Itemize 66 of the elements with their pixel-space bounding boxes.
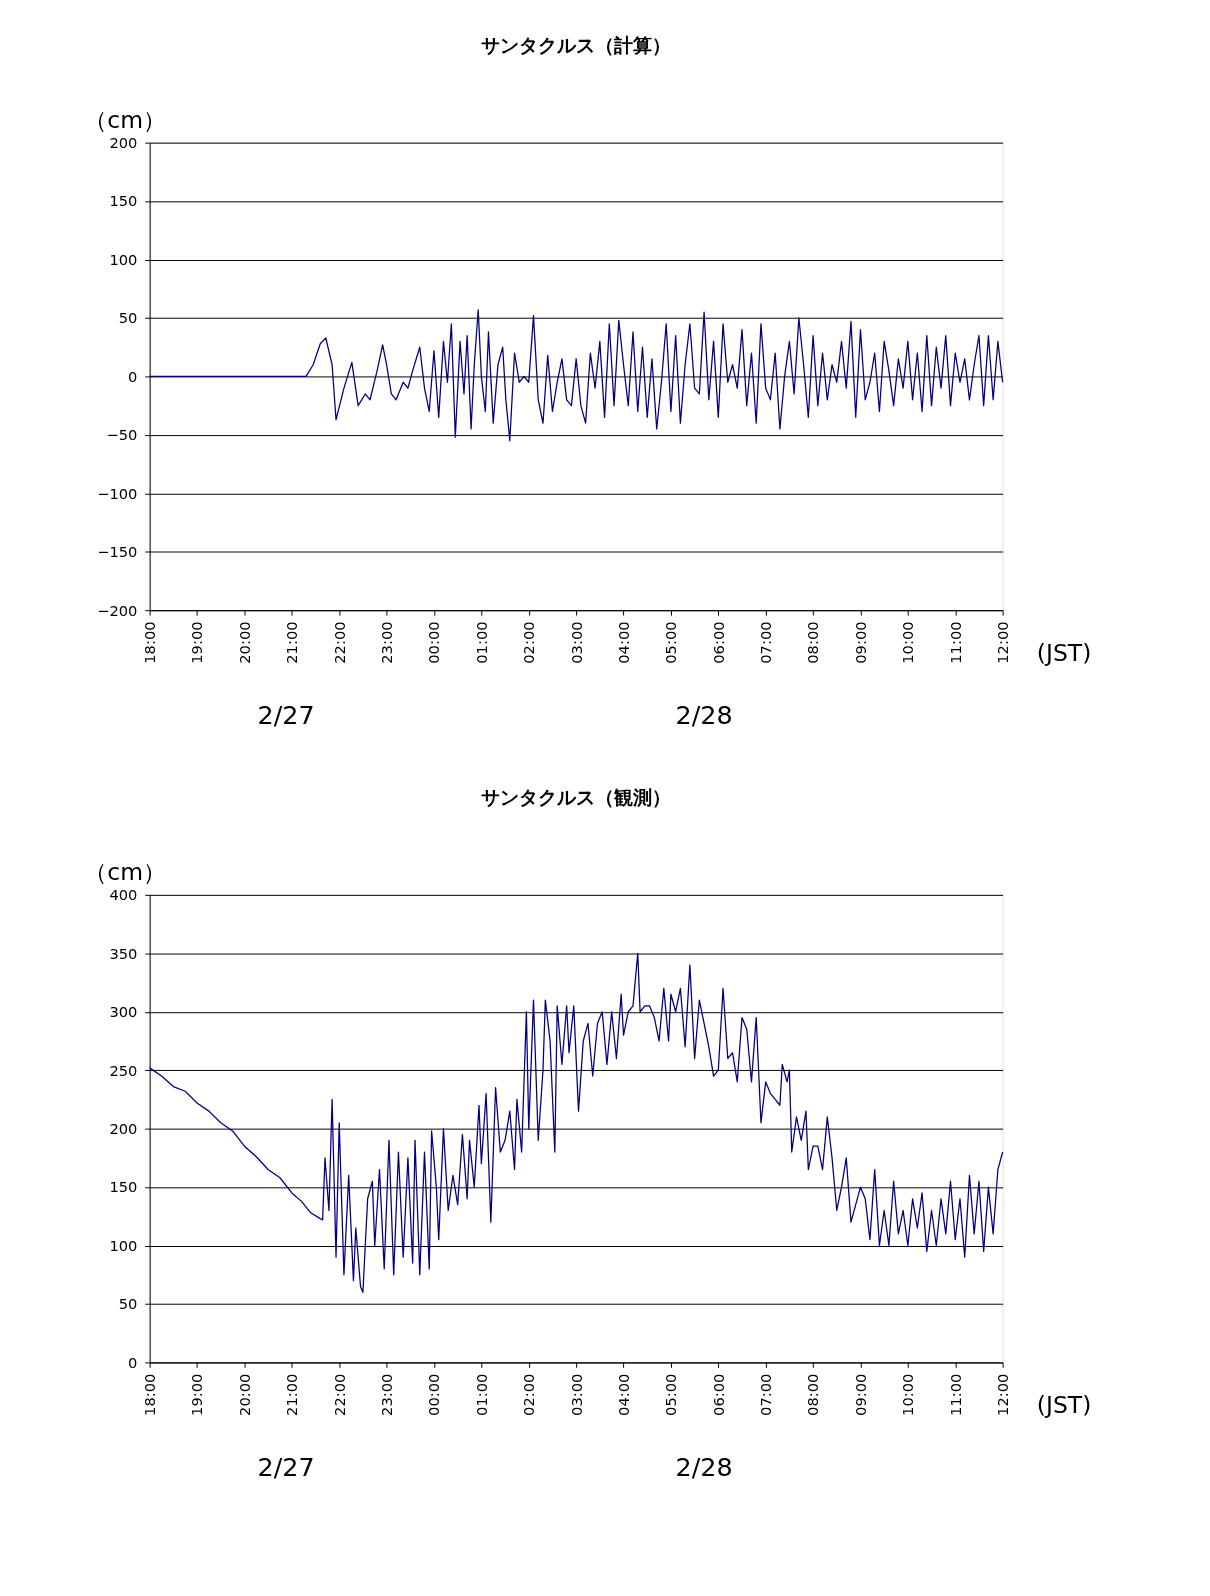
y-tick-label: 100 — [109, 1236, 138, 1254]
y-tick-label: 350 — [109, 944, 138, 962]
x-tick-label: 00:00 — [425, 1373, 443, 1416]
y-tick-label: 300 — [109, 1003, 138, 1021]
y-tick-label: 250 — [109, 1061, 138, 1079]
x-tick-label: 06:00 — [709, 621, 727, 664]
x-axis-title: (JST) — [1036, 1391, 1092, 1420]
y-tick-label: 50 — [118, 309, 138, 327]
x-tick-label: 10:00 — [899, 1373, 917, 1416]
x-tick-label: 09:00 — [851, 1373, 869, 1416]
x-tick-label: 00:00 — [425, 621, 443, 664]
x-tick-label: 11:00 — [946, 1373, 964, 1416]
y-tick-label: −200 — [97, 601, 138, 619]
x-tick-label: 11:00 — [946, 621, 964, 664]
x-tick-label: 01:00 — [472, 1373, 490, 1416]
y-tick-label: 200 — [109, 1120, 138, 1138]
x-tick-label: 22:00 — [330, 621, 348, 664]
y-tick-label: −100 — [97, 484, 138, 502]
chart-title: サンタクルス（計算） — [481, 34, 672, 56]
y-tick-label: 50 — [118, 1295, 138, 1313]
x-tick-label: 03:00 — [567, 1373, 585, 1416]
chart-title: サンタクルス（観測） — [481, 786, 672, 808]
y-tick-label: −150 — [97, 543, 138, 561]
x-tick-label: 09:00 — [851, 621, 869, 664]
x-tick-label: 19:00 — [188, 621, 206, 664]
x-tick-label: 12:00 — [994, 1373, 1012, 1416]
x-tick-label: 18:00 — [141, 1373, 159, 1416]
y-axis-title: （cm） — [84, 105, 167, 134]
x-tick-label: 12:00 — [994, 621, 1012, 664]
x-tick-label: 23:00 — [377, 1373, 395, 1416]
x-tick-label: 06:00 — [709, 1373, 727, 1416]
x-tick-label: 22:00 — [330, 1373, 348, 1416]
y-tick-label: −50 — [106, 426, 138, 444]
y-tick-label: 150 — [109, 1178, 138, 1196]
x-tick-label: 05:00 — [662, 1373, 680, 1416]
x-tick-label: 23:00 — [377, 621, 395, 664]
y-tick-label: 0 — [128, 367, 138, 385]
x-tick-label: 10:00 — [899, 621, 917, 664]
x-tick-label: 21:00 — [283, 1373, 301, 1416]
y-tick-label: 100 — [109, 250, 138, 268]
x-tick-label: 18:00 — [141, 621, 159, 664]
x-tick-label: 01:00 — [472, 621, 490, 664]
text: 2/27 — [257, 699, 315, 730]
y-tick-label: 400 — [109, 886, 138, 904]
text: 2/27 — [257, 1451, 315, 1482]
x-tick-label: 04:00 — [614, 1373, 632, 1416]
x-tick-label: 05:00 — [662, 621, 680, 664]
text: 2/28 — [675, 1451, 733, 1482]
x-tick-label: 19:00 — [188, 1373, 206, 1416]
x-tick-label: 20:00 — [235, 1373, 253, 1416]
y-axis-title: （cm） — [84, 858, 167, 887]
y-tick-label: 150 — [109, 192, 138, 210]
x-tick-label: 07:00 — [757, 621, 775, 664]
x-tick-label: 04:00 — [614, 621, 632, 664]
x-tick-label: 21:00 — [283, 621, 301, 664]
x-tick-label: 02:00 — [520, 1373, 538, 1416]
x-tick-label: 08:00 — [804, 621, 822, 664]
x-tick-label: 07:00 — [757, 1373, 775, 1416]
x-tick-label: 03:00 — [567, 621, 585, 664]
x-tick-label: 08:00 — [804, 1373, 822, 1416]
text: 2/28 — [675, 699, 733, 730]
x-axis-title: (JST) — [1036, 639, 1092, 668]
y-tick-label: 200 — [109, 134, 138, 152]
x-tick-label: 02:00 — [520, 621, 538, 664]
y-tick-label: 0 — [128, 1353, 138, 1371]
x-tick-label: 20:00 — [235, 621, 253, 664]
